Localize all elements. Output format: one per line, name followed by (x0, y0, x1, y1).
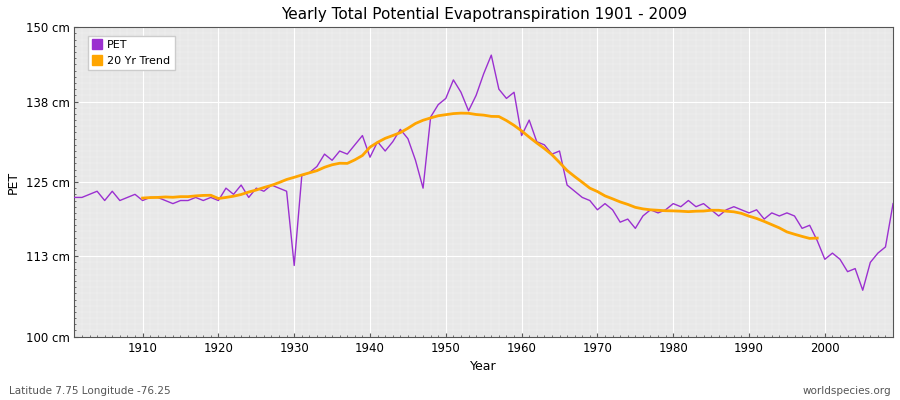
X-axis label: Year: Year (471, 360, 497, 373)
Text: worldspecies.org: worldspecies.org (803, 386, 891, 396)
Title: Yearly Total Potential Evapotranspiration 1901 - 2009: Yearly Total Potential Evapotranspiratio… (281, 7, 687, 22)
Text: Latitude 7.75 Longitude -76.25: Latitude 7.75 Longitude -76.25 (9, 386, 171, 396)
Y-axis label: PET: PET (7, 170, 20, 194)
Legend: PET, 20 Yr Trend: PET, 20 Yr Trend (88, 36, 175, 70)
